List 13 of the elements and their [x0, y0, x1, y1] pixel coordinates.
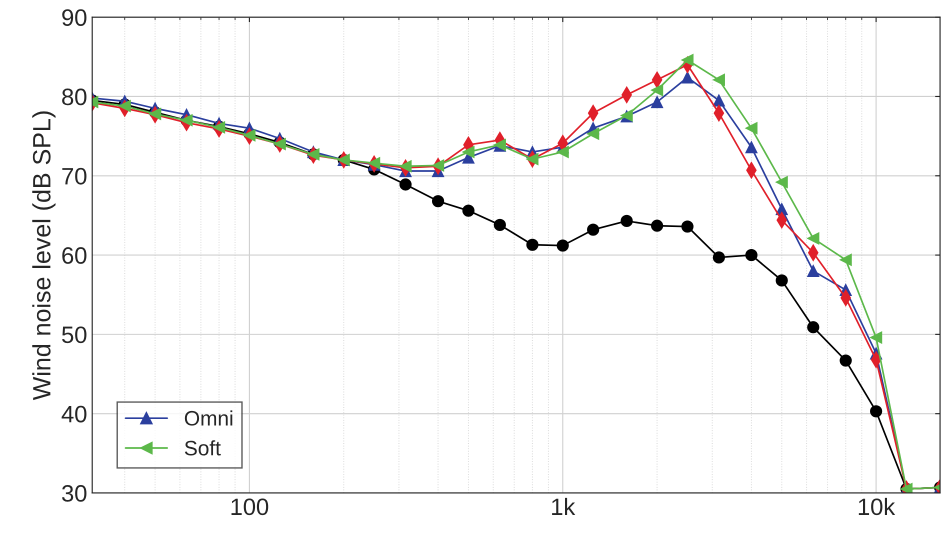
- x-tick-label: 1k: [552, 498, 576, 515]
- y-tick-label: 80: [62, 88, 86, 106]
- y-tick-label: 60: [62, 247, 86, 264]
- y-tick-label: 90: [62, 9, 86, 26]
- x-tick-label: 10k: [858, 498, 896, 516]
- y-axis-title: Wind noise level (dB SPL): [32, 111, 56, 400]
- y-tick-label: 30: [62, 485, 86, 502]
- y-tick-label: 40: [62, 406, 86, 422]
- y-tick-label: 70: [62, 168, 86, 185]
- legend-label: Omni: [184, 410, 232, 426]
- legend-label: Soft: [184, 440, 221, 456]
- y-tick-label: 50: [62, 326, 86, 344]
- x-tick-label: 100: [232, 498, 268, 516]
